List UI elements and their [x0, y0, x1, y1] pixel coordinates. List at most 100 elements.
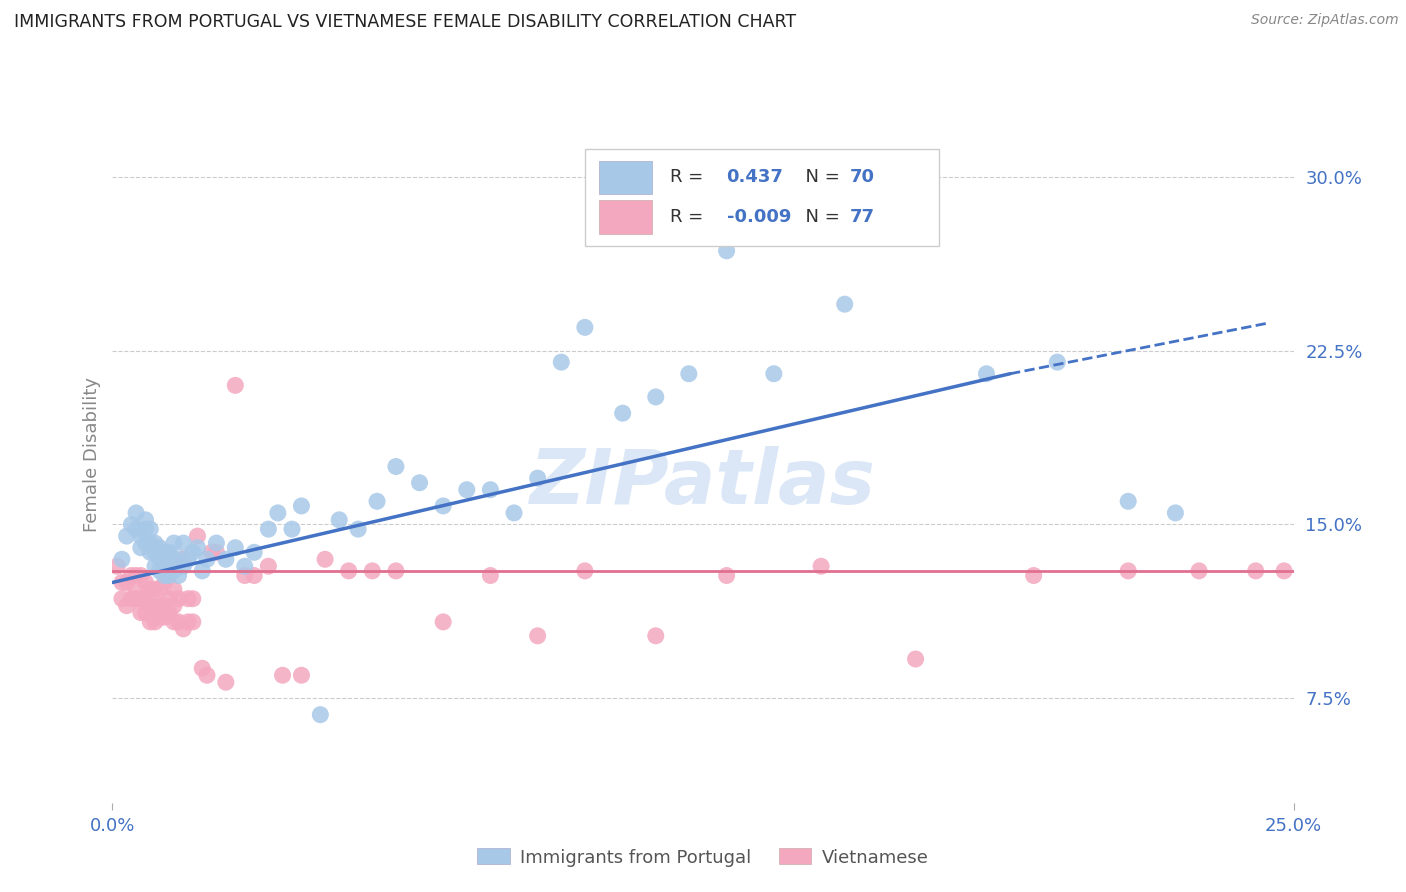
Point	[385, 459, 408, 474]
Point	[153, 575, 176, 590]
Point	[149, 582, 172, 597]
Point	[167, 568, 190, 582]
Point	[408, 475, 430, 490]
Point	[191, 564, 214, 578]
Text: N =: N =	[794, 169, 845, 186]
Y-axis label: Female Disability: Female Disability	[83, 377, 101, 533]
Point	[153, 545, 176, 559]
Point	[195, 668, 218, 682]
Point	[125, 506, 148, 520]
Point	[503, 506, 526, 520]
Point	[181, 545, 204, 559]
FancyBboxPatch shape	[599, 161, 652, 194]
Point	[172, 622, 194, 636]
Point	[163, 536, 186, 550]
Point	[167, 552, 190, 566]
Text: 77: 77	[849, 208, 875, 226]
Point	[215, 675, 238, 690]
Point	[143, 536, 166, 550]
Point	[205, 545, 228, 559]
Text: R =: R =	[669, 169, 709, 186]
Point	[177, 615, 200, 629]
Point	[115, 599, 138, 613]
Point	[191, 661, 214, 675]
Point	[135, 591, 157, 606]
Point	[143, 582, 166, 597]
Point	[143, 545, 166, 559]
Point	[1116, 564, 1139, 578]
Point	[550, 355, 572, 369]
Point	[157, 559, 180, 574]
Point	[257, 522, 280, 536]
Point	[456, 483, 478, 497]
Point	[163, 615, 186, 629]
Point	[157, 568, 180, 582]
Point	[233, 559, 256, 574]
Point	[1272, 564, 1295, 578]
Point	[111, 591, 134, 606]
Point	[834, 297, 856, 311]
Point	[257, 559, 280, 574]
Point	[143, 559, 166, 574]
Point	[172, 536, 194, 550]
Point	[267, 506, 290, 520]
FancyBboxPatch shape	[585, 149, 939, 246]
Point	[129, 529, 152, 543]
Point	[526, 471, 548, 485]
Point	[271, 668, 294, 682]
Point	[612, 406, 634, 420]
Point	[201, 545, 224, 559]
Point	[135, 522, 157, 536]
Point	[129, 541, 152, 555]
Point	[120, 568, 142, 582]
Point	[243, 568, 266, 582]
Point	[129, 606, 152, 620]
Point	[1292, 564, 1315, 578]
Point	[149, 564, 172, 578]
Point	[1188, 564, 1211, 578]
Point	[1330, 564, 1353, 578]
Text: 70: 70	[849, 169, 875, 186]
Point	[1334, 564, 1357, 578]
Point	[678, 367, 700, 381]
Point	[810, 559, 832, 574]
Point	[149, 552, 172, 566]
Point	[105, 559, 128, 574]
Point	[149, 541, 172, 555]
Point	[149, 610, 172, 624]
Point	[328, 513, 350, 527]
Point	[125, 568, 148, 582]
Point	[976, 367, 998, 381]
Point	[157, 545, 180, 559]
Point	[153, 610, 176, 624]
Point	[385, 564, 408, 578]
Text: Source: ZipAtlas.com: Source: ZipAtlas.com	[1251, 13, 1399, 28]
Point	[153, 599, 176, 613]
Point	[115, 529, 138, 543]
FancyBboxPatch shape	[599, 201, 652, 234]
Point	[139, 545, 162, 559]
Point	[167, 615, 190, 629]
Point	[1306, 564, 1329, 578]
Point	[157, 591, 180, 606]
Point	[163, 552, 186, 566]
Point	[177, 552, 200, 566]
Point	[716, 568, 738, 582]
Point	[125, 522, 148, 536]
Point	[904, 181, 927, 195]
Point	[366, 494, 388, 508]
Point	[172, 552, 194, 566]
Point	[309, 707, 332, 722]
Text: IMMIGRANTS FROM PORTUGAL VS VIETNAMESE FEMALE DISABILITY CORRELATION CHART: IMMIGRANTS FROM PORTUGAL VS VIETNAMESE F…	[14, 13, 796, 31]
Point	[129, 568, 152, 582]
Text: ZIPatlas: ZIPatlas	[530, 446, 876, 520]
Point	[243, 545, 266, 559]
Point	[904, 652, 927, 666]
Point	[1244, 564, 1267, 578]
Point	[125, 591, 148, 606]
Point	[111, 552, 134, 566]
Point	[314, 552, 336, 566]
Point	[111, 575, 134, 590]
Point	[574, 564, 596, 578]
Point	[432, 499, 454, 513]
